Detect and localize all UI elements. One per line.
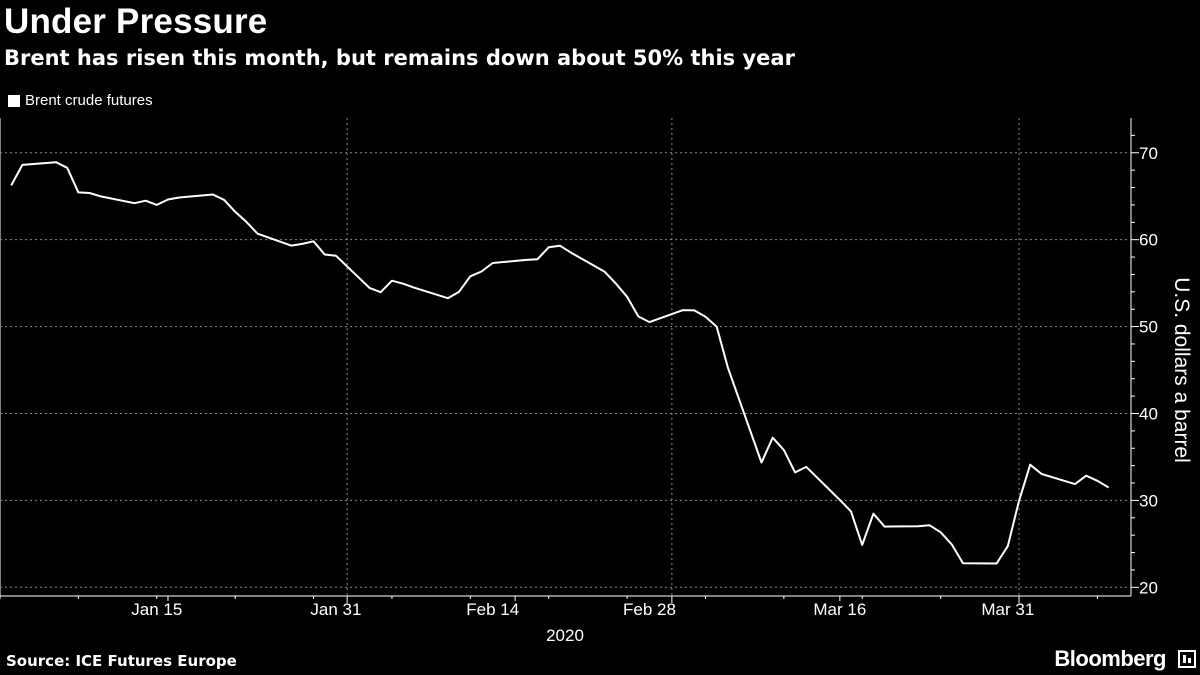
y-tick-label: 50 <box>1139 318 1158 337</box>
x-axis-title: 2020 <box>546 626 584 645</box>
legend: Brent crude futures <box>8 92 153 109</box>
source-note: Source: ICE Futures Europe <box>6 652 237 670</box>
x-axis-labels: Jan 15 Jan 31 Feb 14 Feb 28 Mar 16 Mar 31 <box>131 600 1034 619</box>
chart-subtitle: Brent has risen this month, but remains … <box>4 46 795 70</box>
y-tick-label: 30 <box>1139 491 1158 510</box>
chart-title: Under Pressure <box>4 2 268 41</box>
gridlines <box>0 118 1132 597</box>
bloomberg-logo: Bloomberg <box>1054 646 1166 671</box>
legend-swatch <box>8 94 20 107</box>
y-tick-label: 70 <box>1139 144 1158 163</box>
y-axis-labels: 20 30 40 50 60 70 <box>1139 144 1158 598</box>
x-tick-label: Jan 31 <box>310 600 361 619</box>
x-tick-label: Feb 14 <box>466 600 519 619</box>
y-tick-label: 60 <box>1139 231 1158 250</box>
bloomberg-icon <box>1178 650 1196 668</box>
legend-label: Brent crude futures <box>25 92 153 109</box>
series-line-brent <box>10 161 1110 565</box>
x-tick-label: Feb 28 <box>623 600 676 619</box>
series-group <box>10 161 1110 565</box>
y-tick-label: 40 <box>1139 404 1158 423</box>
x-tick-label: Jan 15 <box>131 600 182 619</box>
x-tick-label: Mar 31 <box>981 600 1034 619</box>
x-tick-label: Mar 16 <box>813 600 866 619</box>
y-tick-label: 20 <box>1139 578 1158 597</box>
tick-marks <box>0 134 1139 603</box>
y-axis-title: U.S. dollars a barrel <box>1170 277 1193 463</box>
